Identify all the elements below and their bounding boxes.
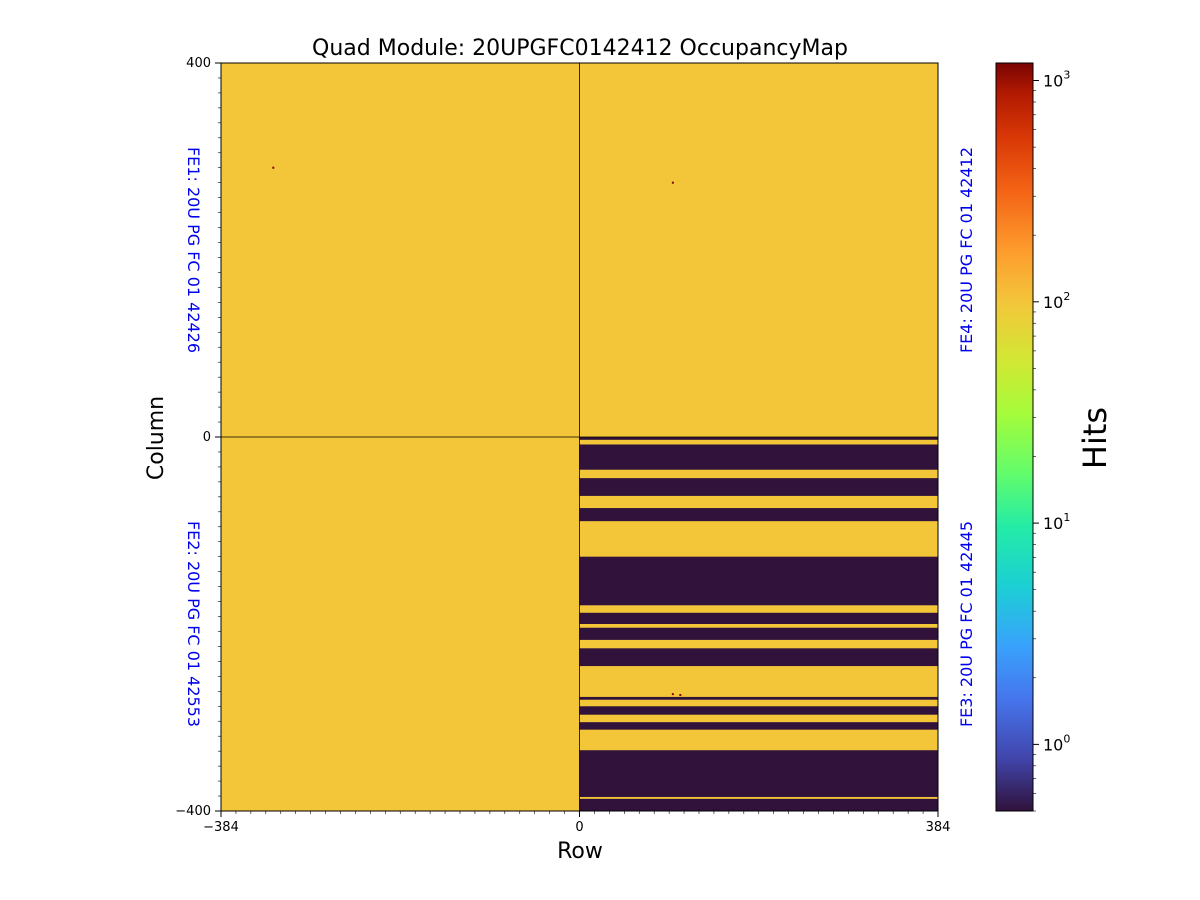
- colorbar-tick-label: 100: [1043, 732, 1070, 754]
- dead-band-fe3-4: [579, 508, 938, 522]
- quadrant-fe1: [221, 63, 580, 437]
- dead-band-fe3-8: [579, 648, 938, 667]
- y-axis-label: Column: [144, 396, 169, 480]
- y-tick-label: 0: [203, 430, 211, 445]
- dead-band-fe3-0: [579, 437, 938, 440]
- fe1-label: FE1: 20U PG FC 01 42426: [184, 147, 203, 353]
- quadrant-labels: FE1: 20U PG FC 01 42426 FE2: 20U PG FC 0…: [184, 147, 976, 727]
- plot-area: [221, 63, 938, 811]
- y-tick-label: −400: [175, 804, 211, 819]
- hot-pixel-0: [272, 166, 275, 169]
- x-tick-label: 384: [926, 820, 951, 835]
- dead-band-fe3-6: [579, 612, 938, 624]
- dead-band-fe3-2: [579, 465, 938, 470]
- hot-pixel-3: [679, 694, 682, 697]
- fe2-label: FE2: 20U PG FC 01 42553: [184, 521, 203, 727]
- axes: −384 0 384 400 0 −400: [175, 56, 950, 835]
- x-axis-label: Row: [557, 839, 603, 864]
- hot-pixel-2: [671, 693, 674, 696]
- colorbar-label: Hits: [1076, 407, 1114, 469]
- dead-band-fe3-5: [579, 556, 938, 606]
- quadrant-fe2: [221, 437, 580, 811]
- dead-band-fe3-13: [579, 798, 938, 811]
- dead-band-fe3-3: [579, 478, 938, 496]
- chart-title: Quad Module: 20UPGFC0142412 OccupancyMap: [312, 36, 848, 61]
- dead-band-fe3-1: [579, 444, 938, 466]
- fe4-label: FE4: 20U PG FC 01 42412: [957, 147, 976, 353]
- dead-band-fe3-10: [579, 706, 938, 715]
- dead-band-fe3-9: [579, 696, 938, 700]
- colorbar-ticks: 100 101 102 103: [1033, 69, 1070, 812]
- x-tick-label: 0: [575, 820, 583, 835]
- quadrant-fe4: [579, 63, 938, 437]
- colorbar-tick-label: 102: [1043, 290, 1070, 312]
- colorbar-gradient: [995, 62, 1034, 812]
- dead-band-fe3-7: [579, 627, 938, 640]
- y-tick-label: 400: [186, 56, 211, 71]
- dead-band-fe3-12: [579, 750, 938, 797]
- x-tick-label: −384: [203, 820, 239, 835]
- dead-band-fe3-11: [579, 722, 938, 730]
- colorbar-tick-label: 103: [1043, 69, 1070, 91]
- hot-pixel-1: [671, 181, 674, 184]
- fe3-label: FE3: 20U PG FC 01 42445: [957, 521, 976, 727]
- colorbar: 100 101 102 103 Hits: [995, 62, 1114, 812]
- colorbar-tick-label: 101: [1043, 511, 1070, 533]
